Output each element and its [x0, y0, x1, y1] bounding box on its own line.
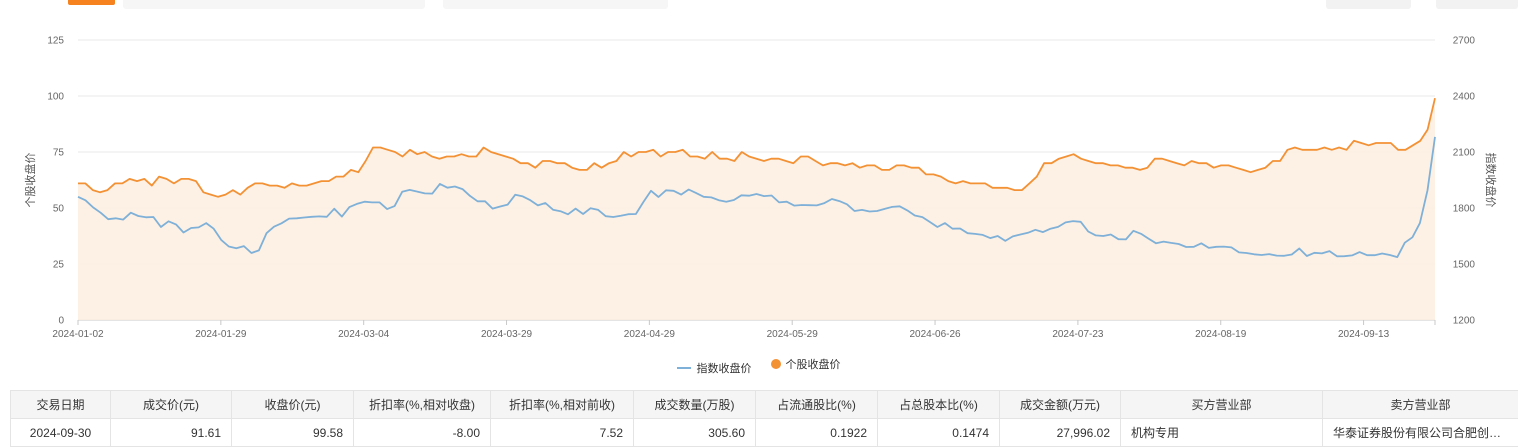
y-right-tick-label: 1500 [1453, 260, 1476, 271]
legend-swatch-stock [770, 359, 781, 369]
block-trade-table: 交易日期 成交价(元) 收盘价(元) 折扣率(%,相对收盘) 折扣率(%,相对前… [10, 390, 1518, 447]
cell-total-ratio: 0.1474 [877, 418, 1000, 447]
col-header-trade-price[interactable]: 成交价(元) [110, 390, 232, 419]
y-right-tick-label: 2400 [1453, 92, 1476, 103]
cell-close-price: 99.58 [231, 418, 354, 447]
toolbar-button-1[interactable] [1326, 0, 1411, 9]
chart-area [78, 98, 1435, 320]
series-line-index [77, 136, 1436, 258]
x-tick-label: 2024-09-13 [1338, 329, 1390, 340]
legend-label-index: 指数收盘价 [696, 363, 752, 375]
cell-discount-prev: 7.52 [490, 418, 634, 447]
price-chart: 0 25 50 75 100 125 1200 1500 1800 2100 2400 2700 202… [23, 36, 1498, 341]
y-left-tick-label: 100 [47, 92, 64, 103]
y-left-tick-label: 25 [53, 260, 65, 271]
y-left-axis-title: 个股收盘价 [23, 153, 37, 208]
chart-legend: 指数收盘价 个股收盘价 [0, 356, 1518, 376]
y-left-tick-label: 75 [53, 148, 65, 159]
legend-item-stock[interactable]: 个股收盘价 [770, 356, 841, 372]
x-tick-label: 2024-01-29 [195, 329, 247, 340]
cell-trade-price: 91.61 [110, 418, 232, 447]
table-row[interactable]: 2024-09-30 91.61 99.58 -8.00 7.52 305.60… [10, 418, 1518, 447]
x-tick-label: 2024-03-29 [481, 329, 533, 340]
filter-input-2[interactable] [443, 0, 668, 9]
x-tick-label: 2024-01-02 [52, 329, 104, 340]
series-line-stock [78, 97, 1436, 198]
y-right-tick-label: 2100 [1453, 148, 1476, 159]
x-tick-label: 2024-04-29 [624, 329, 676, 340]
x-tick-label: 2024-05-29 [767, 329, 819, 340]
col-header-buyer[interactable]: 买方营业部 [1120, 390, 1323, 419]
cell-float-ratio: 0.1922 [755, 418, 878, 447]
top-toolbar [0, 0, 1518, 10]
x-tick-label: 2024-06-26 [909, 329, 961, 340]
x-tick-label: 2024-07-23 [1052, 329, 1104, 340]
col-header-float-ratio[interactable]: 占流通股比(%) [755, 390, 878, 419]
y-right-tick-label: 1800 [1453, 204, 1476, 215]
y-left-tick-label: 50 [53, 204, 65, 215]
legend-label-stock: 个股收盘价 [785, 359, 841, 371]
table-header-row: 交易日期 成交价(元) 收盘价(元) 折扣率(%,相对收盘) 折扣率(%,相对前… [10, 390, 1518, 419]
y-left-tick-label: 125 [47, 36, 64, 47]
cell-amount: 27,996.02 [999, 418, 1121, 447]
legend-swatch-index [677, 367, 692, 369]
cell-discount-close: -8.00 [353, 418, 491, 447]
col-header-close-price[interactable]: 收盘价(元) [231, 390, 354, 419]
chart-axes: 0 25 50 75 100 125 1200 1500 1800 2100 2400 2700 202… [23, 36, 1498, 341]
x-tick-label: 2024-08-19 [1195, 329, 1247, 340]
y-right-tick-label: 1200 [1453, 316, 1476, 327]
cell-seller[interactable]: 华泰证券股份有限公司合肥创新大道证券营业部 [1322, 418, 1518, 447]
col-header-discount-prev[interactable]: 折扣率(%,相对前收) [490, 390, 634, 419]
col-header-date[interactable]: 交易日期 [10, 390, 111, 419]
x-tick-label: 2024-03-04 [338, 329, 390, 340]
y-left-tick-label: 0 [58, 316, 64, 327]
col-header-discount-close[interactable]: 折扣率(%,相对收盘) [353, 390, 491, 419]
cell-volume: 305.60 [633, 418, 756, 447]
col-header-amount[interactable]: 成交金额(万元) [999, 390, 1121, 419]
toolbar-button-2[interactable] [1436, 0, 1518, 9]
y-right-axis-title: 指数收盘价 [1484, 153, 1498, 208]
legend-item-index[interactable]: 指数收盘价 [677, 360, 751, 376]
series-area-stock [78, 98, 1435, 320]
filter-input-1[interactable] [123, 0, 425, 9]
col-header-seller[interactable]: 卖方营业部 [1322, 390, 1518, 419]
chart-series [77, 97, 1436, 258]
y-right-tick-label: 2700 [1453, 36, 1476, 47]
col-header-total-ratio[interactable]: 占总股本比(%) [877, 390, 1000, 419]
active-tab-indicator[interactable] [68, 0, 115, 5]
cell-date: 2024-09-30 [10, 418, 111, 447]
cell-buyer[interactable]: 机构专用 [1120, 418, 1323, 447]
col-header-volume[interactable]: 成交数量(万股) [633, 390, 756, 419]
